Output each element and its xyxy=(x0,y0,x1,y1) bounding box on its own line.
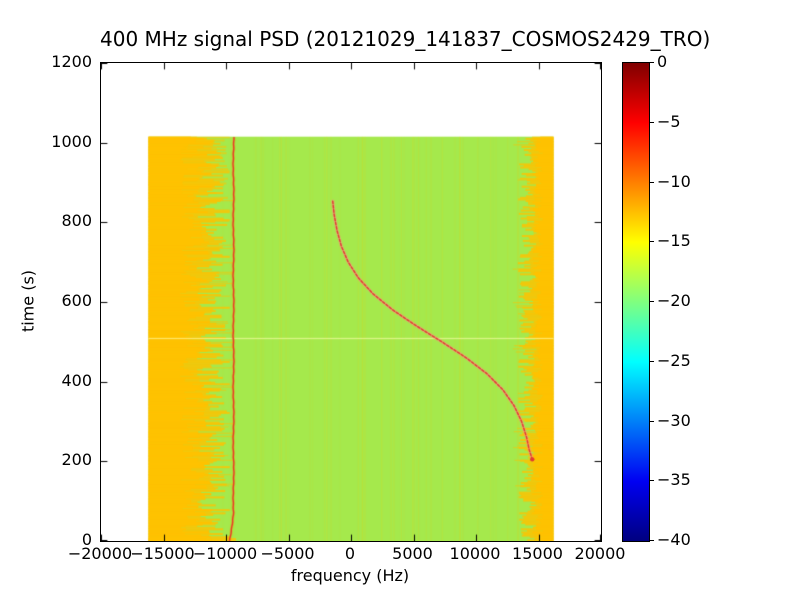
colorbar-tick-mark xyxy=(650,122,654,123)
spectrogram-canvas xyxy=(101,63,601,541)
chart-title: 400 MHz signal PSD (20121029_141837_COSM… xyxy=(100,27,711,51)
y-tick-label: 400 xyxy=(61,370,92,390)
colorbar-tick-mark xyxy=(650,62,654,63)
colorbar-tick-mark xyxy=(650,480,654,481)
y-tick-label: 1200 xyxy=(51,52,92,71)
colorbar-tick-mark xyxy=(650,361,654,362)
colorbar-tick-mark xyxy=(650,421,654,422)
colorbar-tick-label: −20 xyxy=(657,291,691,310)
x-tick-label: 15000 xyxy=(512,544,563,563)
x-tick-label: 10000 xyxy=(449,544,501,563)
x-tick-label: −10000 xyxy=(192,544,258,563)
x-tick-label: −15000 xyxy=(130,544,195,563)
colorbar-tick-label: −15 xyxy=(657,231,691,251)
colorbar-tick-label: −25 xyxy=(657,350,691,370)
y-tick-label: 800 xyxy=(61,211,92,231)
colorbar-tick-label: −5 xyxy=(657,111,681,131)
plot-area xyxy=(100,62,602,542)
x-tick-label: 20000 xyxy=(574,544,626,563)
x-tick-label: 0 xyxy=(344,544,356,563)
colorbar-tick-label: −40 xyxy=(657,530,691,549)
colorbar-gradient xyxy=(623,63,649,541)
colorbar-tick-label: 0 xyxy=(657,52,668,71)
colorbar-tick-mark xyxy=(650,182,654,183)
y-axis-label: time (s) xyxy=(18,269,38,333)
colorbar-tick-mark xyxy=(650,540,654,541)
colorbar-tick-label: −35 xyxy=(657,470,691,490)
y-tick-label: 600 xyxy=(61,291,92,310)
y-tick-label: 200 xyxy=(61,450,92,470)
y-tick-label: 0 xyxy=(81,530,92,549)
y-tick-label: 1000 xyxy=(51,131,92,151)
x-tick-label: −20000 xyxy=(67,544,133,563)
x-axis-label: frequency (Hz) xyxy=(290,566,410,585)
colorbar xyxy=(622,62,650,542)
colorbar-tick-label: −30 xyxy=(657,410,691,430)
colorbar-tick-mark xyxy=(650,241,654,242)
colorbar-tick-mark xyxy=(650,301,654,302)
x-tick-label: 5000 xyxy=(392,544,433,563)
x-tick-label: −5000 xyxy=(260,544,315,563)
colorbar-tick-label: −10 xyxy=(657,171,691,191)
